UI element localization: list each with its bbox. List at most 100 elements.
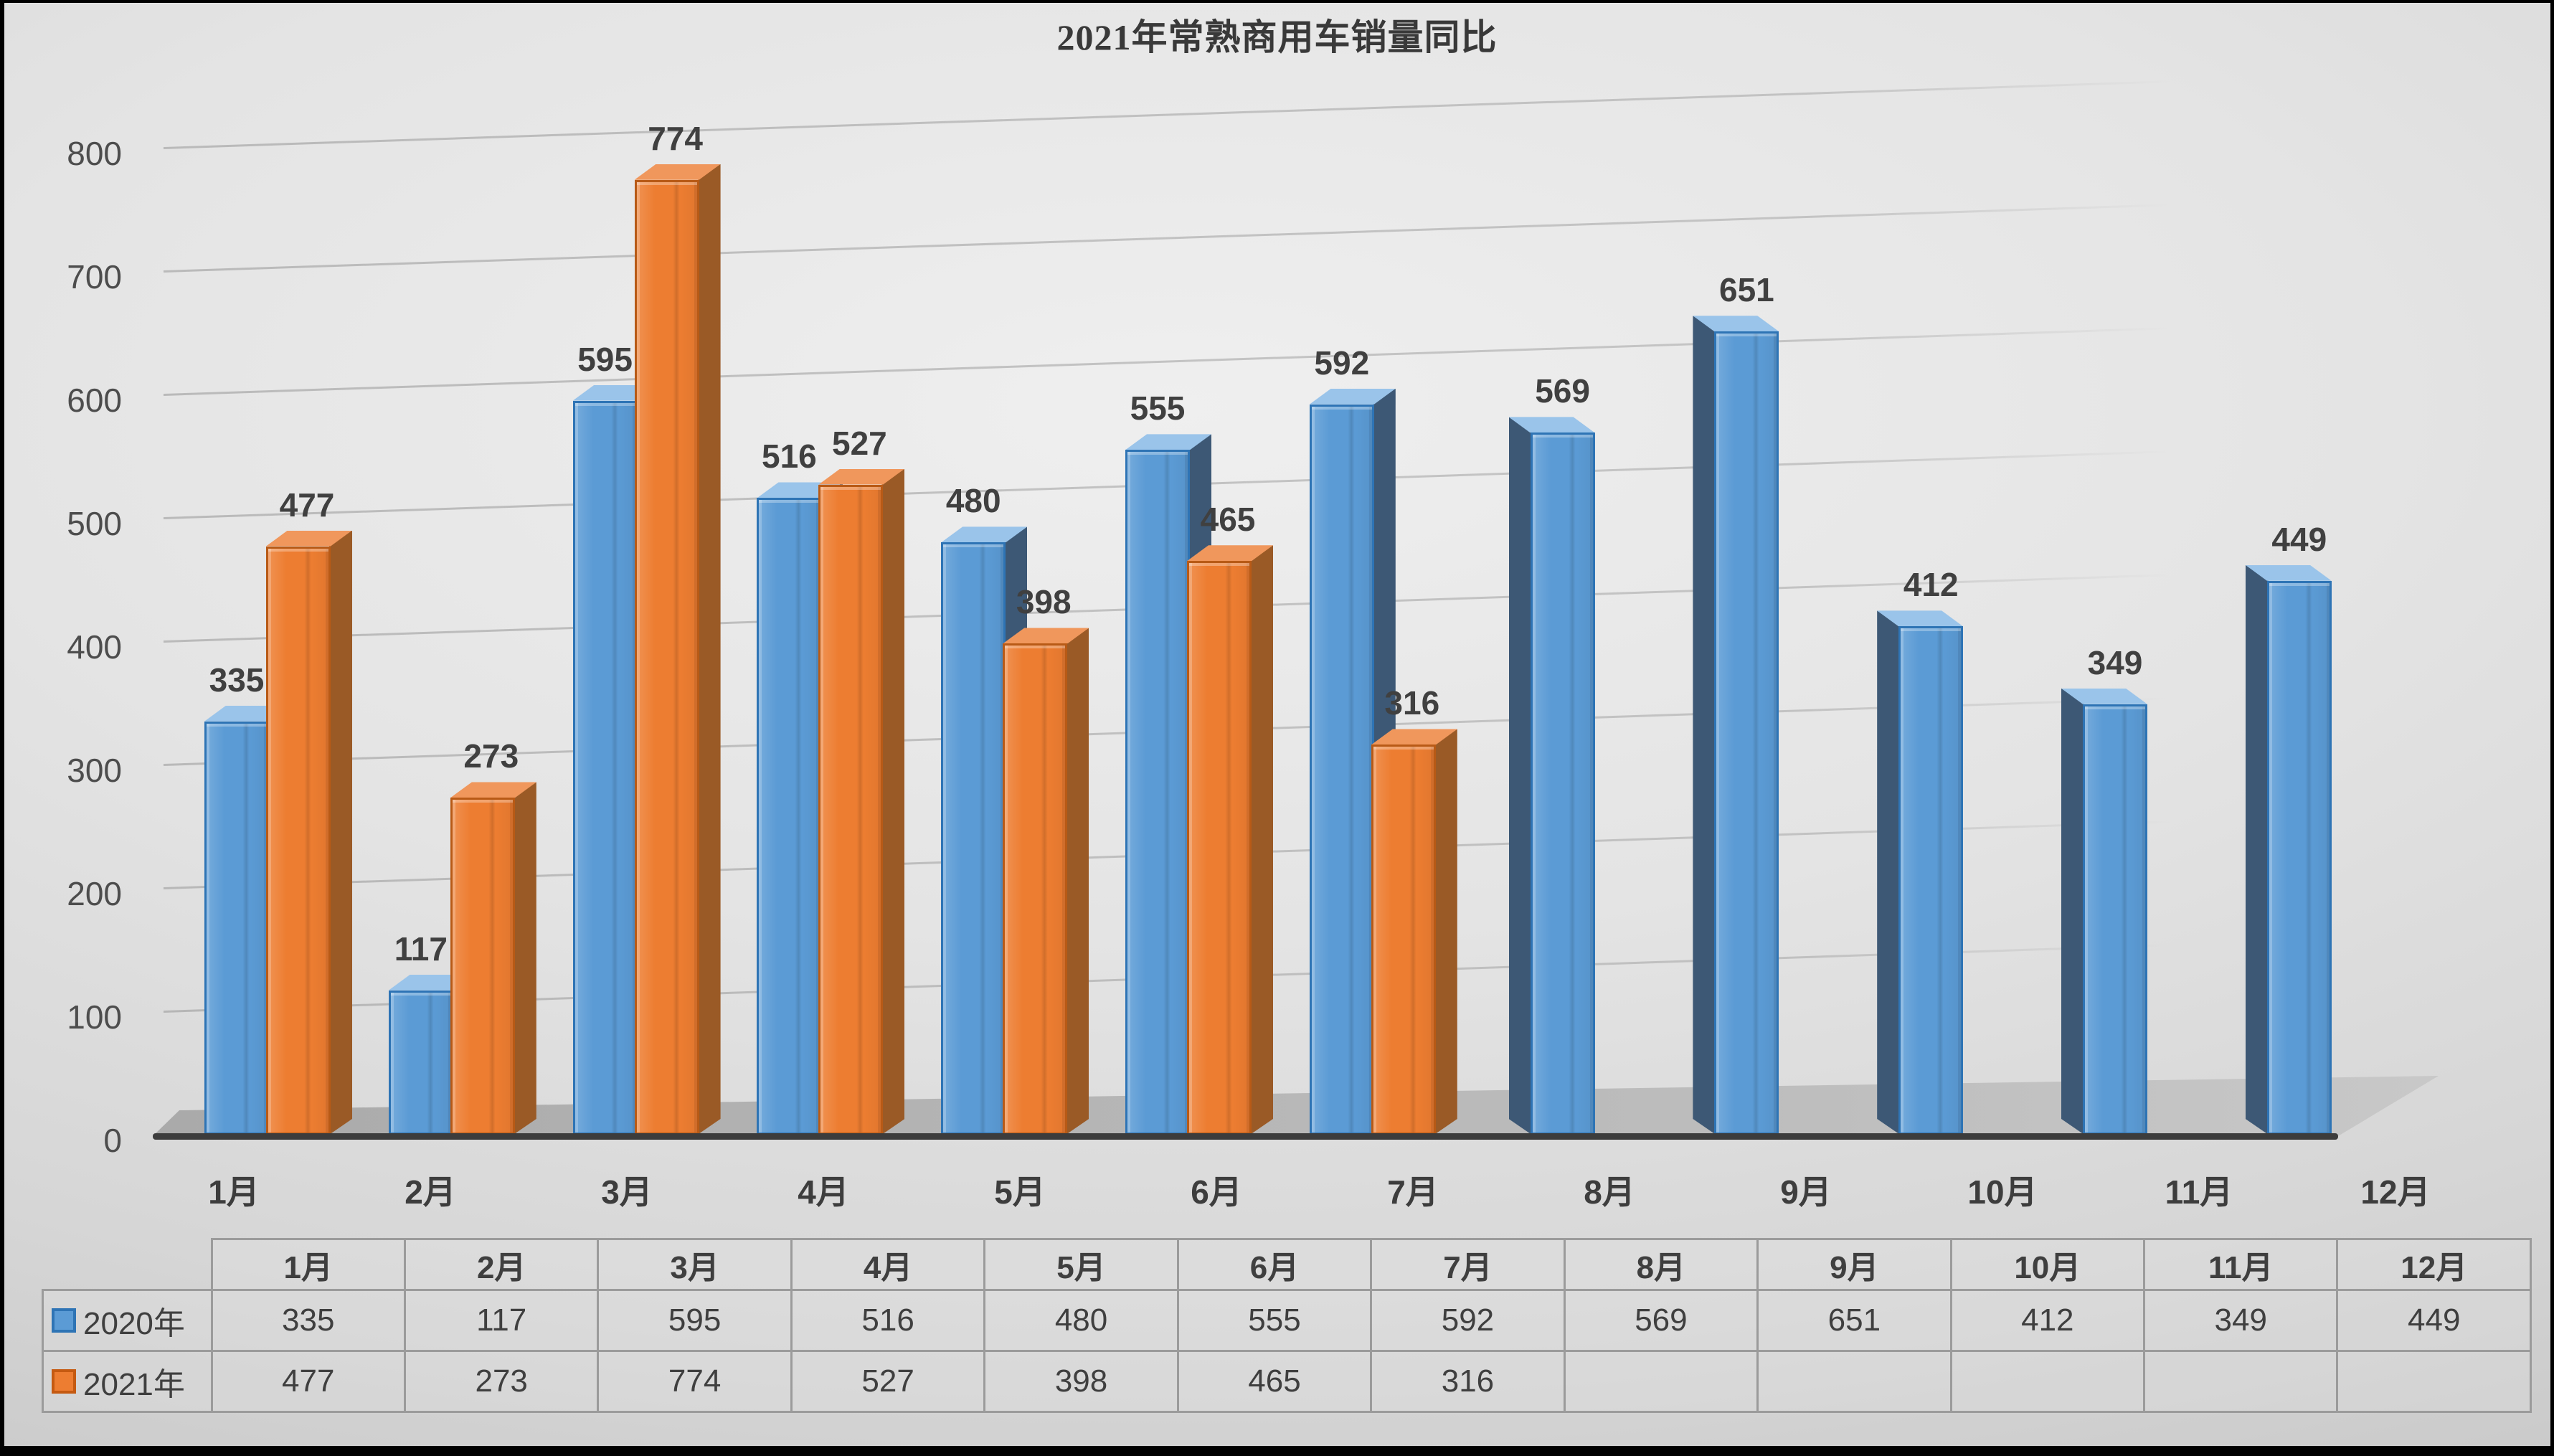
bar-value-label-2020年-10月: 412 bbox=[1903, 566, 1959, 604]
x-axis-label-8月: 8月 bbox=[1584, 1173, 1635, 1211]
legend-swatch-2021年 bbox=[52, 1369, 76, 1394]
x-axis-label-1月: 1月 bbox=[208, 1173, 260, 1211]
legend-label: 2020年 bbox=[83, 1306, 185, 1341]
table-header-4月: 4月 bbox=[790, 1238, 986, 1291]
x-axis-label-6月: 6月 bbox=[1191, 1173, 1242, 1211]
bar-value-label-2021年-4月: 527 bbox=[832, 424, 887, 462]
bar-top-2021年-6月 bbox=[1187, 545, 1273, 561]
bar-value-label-2020年-7月: 592 bbox=[1314, 344, 1370, 382]
table-cell-2020年-12月: 449 bbox=[2336, 1289, 2532, 1352]
y-axis-label-400: 400 bbox=[67, 628, 122, 666]
bar-side-2020年-8月 bbox=[1509, 417, 1532, 1135]
y-axis-label-500: 500 bbox=[67, 505, 122, 542]
bar-side-2021年-7月 bbox=[1434, 729, 1457, 1135]
bar-top-2020年-5月 bbox=[941, 526, 1027, 542]
bar-side-2020年-9月 bbox=[1693, 316, 1716, 1135]
table-row-label-cell: 2020年 bbox=[42, 1289, 213, 1352]
table-cell-2021年-6月: 465 bbox=[1176, 1350, 1373, 1413]
bar-value-label-2020年-8月: 569 bbox=[1535, 372, 1590, 410]
bar-front-2020年-2月 bbox=[388, 990, 453, 1135]
table-cell-2020年-10月: 412 bbox=[1949, 1289, 2146, 1352]
y-axis-label-0: 0 bbox=[103, 1122, 122, 1159]
table-header-9月: 9月 bbox=[1756, 1238, 1952, 1291]
table-header-7月: 7月 bbox=[1370, 1238, 1566, 1291]
bar-top-2021年-3月 bbox=[635, 164, 721, 180]
table-header-3月: 3月 bbox=[597, 1238, 793, 1291]
y-axis-label-100: 100 bbox=[67, 998, 122, 1036]
bar-side-2020年-11月 bbox=[2061, 689, 2084, 1135]
bar-top-2020年-6月 bbox=[1125, 434, 1211, 450]
bar-value-label-2020年-12月: 449 bbox=[2271, 520, 2327, 558]
table-cell-2021年-3月: 774 bbox=[597, 1350, 793, 1413]
table-cell-2021年-10月 bbox=[1949, 1350, 2146, 1413]
bar-side-2021年-4月 bbox=[881, 469, 904, 1135]
table-row-label-cell: 2021年 bbox=[42, 1350, 213, 1413]
bar-top-2020年-11月 bbox=[2061, 689, 2147, 704]
table-cell-2020年-6月: 555 bbox=[1176, 1289, 1373, 1352]
bar-top-2021年-2月 bbox=[450, 782, 536, 798]
bar-value-label-2021年-1月: 477 bbox=[279, 486, 335, 524]
bar-front-2020年-5月 bbox=[941, 542, 1006, 1135]
table-cell-2021年-7月: 316 bbox=[1370, 1350, 1566, 1413]
bar-value-label-2021年-7月: 316 bbox=[1384, 684, 1440, 722]
bar-value-label-2020年-5月: 480 bbox=[945, 482, 1001, 520]
bar-value-label-2021年-2月: 273 bbox=[463, 737, 519, 775]
slide-edge-left bbox=[0, 0, 4, 1456]
y-axis-label-800: 800 bbox=[67, 135, 122, 172]
x-axis-label-10月: 10月 bbox=[1967, 1173, 2038, 1211]
bar-front-2021年-6月 bbox=[1187, 561, 1252, 1135]
table-cell-2020年-9月: 651 bbox=[1756, 1289, 1952, 1352]
bar-front-2020年-3月 bbox=[572, 400, 638, 1135]
table-header-11月: 11月 bbox=[2143, 1238, 2339, 1291]
bar-front-2020年-7月 bbox=[1309, 404, 1374, 1135]
bar-top-2021年-4月 bbox=[818, 469, 904, 485]
table-cell-2020年-3月: 595 bbox=[597, 1289, 793, 1352]
table-header-10月: 10月 bbox=[1949, 1238, 2146, 1291]
table-cell-2020年-5月: 480 bbox=[983, 1289, 1179, 1352]
x-axis-label-2月: 2月 bbox=[405, 1173, 456, 1211]
x-axis-baseline bbox=[153, 1133, 2338, 1140]
table-header-6月: 6月 bbox=[1176, 1238, 1373, 1291]
bar-front-2021年-2月 bbox=[450, 798, 515, 1135]
table-cell-2021年-5月: 398 bbox=[983, 1350, 1179, 1413]
gridline-800 bbox=[163, 80, 2171, 149]
x-axis-label-4月: 4月 bbox=[798, 1173, 849, 1211]
bar-top-2020年-12月 bbox=[2246, 565, 2332, 581]
y-axis-label-600: 600 bbox=[67, 382, 122, 419]
table-header-5月: 5月 bbox=[983, 1238, 1179, 1291]
gridline-700 bbox=[163, 204, 2171, 273]
chart-plot-area: 0 100 200 300 400 500 600 700 800 335 477 1月 117 273 2… bbox=[67, 80, 2439, 1211]
bar-front-2020年-4月 bbox=[757, 498, 822, 1135]
bar-top-2020年-8月 bbox=[1509, 417, 1595, 432]
table-header-2月: 2月 bbox=[403, 1238, 600, 1291]
x-axis-label-11月: 11月 bbox=[2165, 1173, 2233, 1211]
table-cell-2020年-2月: 117 bbox=[403, 1289, 600, 1352]
bar-top-2020年-9月 bbox=[1693, 316, 1779, 331]
bar-value-label-2020年-9月: 651 bbox=[1719, 271, 1774, 309]
bar-front-2020年-8月 bbox=[1530, 432, 1595, 1135]
table-cell-2021年-9月 bbox=[1756, 1350, 1952, 1413]
bar-front-2021年-3月 bbox=[634, 179, 699, 1135]
bar-front-2020年-12月 bbox=[2266, 580, 2332, 1135]
bar-top-2021年-5月 bbox=[1003, 628, 1089, 643]
table-cell-2020年-8月: 569 bbox=[1563, 1289, 1759, 1352]
bar-side-2021年-3月 bbox=[698, 164, 721, 1135]
bar-value-label-2020年-2月: 117 bbox=[394, 930, 448, 968]
slide-edge-right bbox=[2550, 0, 2554, 1456]
table-cell-2020年-7月: 592 bbox=[1370, 1289, 1566, 1352]
bar-value-label-2020年-1月: 335 bbox=[209, 661, 265, 699]
bar-value-label-2021年-6月: 465 bbox=[1200, 501, 1256, 539]
x-axis-label-7月: 7月 bbox=[1387, 1173, 1439, 1211]
bar-side-2020年-10月 bbox=[1877, 610, 1900, 1135]
bar-front-2021年-5月 bbox=[1003, 643, 1068, 1135]
slide-edge-bottom bbox=[0, 1446, 2554, 1456]
legend-label: 2021年 bbox=[83, 1367, 185, 1402]
table-cell-2021年-4月: 527 bbox=[790, 1350, 986, 1413]
x-axis-label-12月: 12月 bbox=[2360, 1173, 2431, 1211]
x-axis-label-9月: 9月 bbox=[1780, 1173, 1832, 1211]
bar-front-2021年-7月 bbox=[1371, 744, 1436, 1135]
x-axis-label-3月: 3月 bbox=[601, 1173, 653, 1211]
table-header-12月: 12月 bbox=[2336, 1238, 2532, 1291]
bar-side-2021年-6月 bbox=[1250, 545, 1273, 1135]
